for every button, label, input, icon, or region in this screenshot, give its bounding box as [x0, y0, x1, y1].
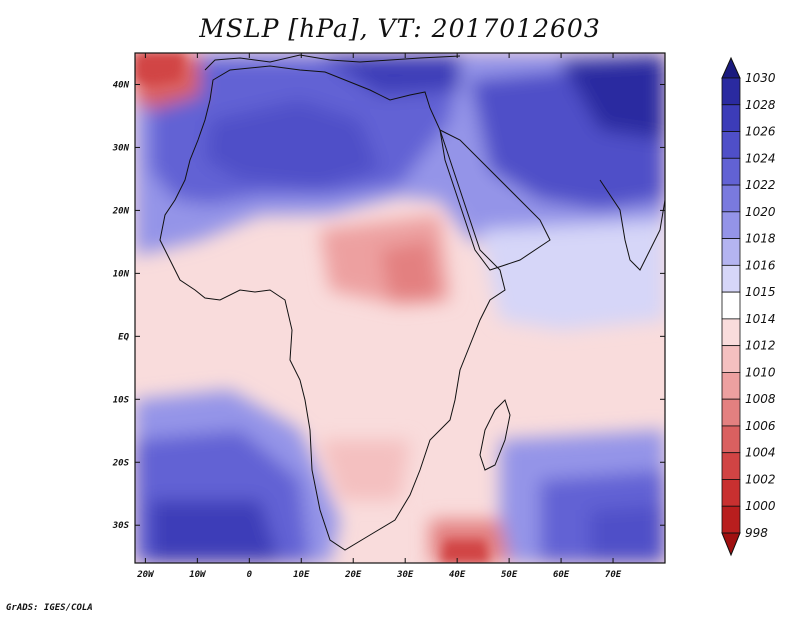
- lat-label: 40N: [113, 80, 130, 90]
- lon-label: 30E: [396, 570, 414, 580]
- lat-label: 20S: [112, 458, 130, 468]
- colorbar-label: 1018: [745, 232, 776, 246]
- pressure-regions: [135, 53, 665, 563]
- colorbar-label: 1014: [745, 312, 776, 326]
- colorbar-label: 1000: [745, 499, 776, 513]
- colorbar-label: 1004: [745, 446, 776, 460]
- lon-label: 40E: [449, 570, 466, 580]
- lon-label: 50E: [501, 570, 518, 580]
- latitude-axis: 40N 30N 20N 10N EQ 10S 20S 30S: [112, 80, 665, 531]
- colorbar-swatch: [721, 238, 741, 266]
- colorbar-swatch: [721, 211, 741, 239]
- lat-label: EQ: [118, 332, 129, 342]
- lat-label: 20N: [112, 206, 130, 216]
- colorbar-swatch: [721, 77, 741, 106]
- arabia-coast: [439, 129, 551, 271]
- colorbar-label: 1002: [745, 472, 776, 486]
- colorbar-label: 1030: [745, 71, 776, 85]
- madagascar-coast: [479, 399, 511, 471]
- colorbar-label: 998: [745, 526, 768, 540]
- map-title: MSLP [hPa], VT: 2017012603: [199, 14, 601, 43]
- lat-label: 10S: [113, 395, 130, 405]
- atlantic-low-core: [135, 53, 185, 85]
- colorbar-label: 1020: [745, 205, 776, 219]
- colorbar-label: 1012: [745, 339, 776, 353]
- colorbar-label: 1016: [745, 258, 776, 272]
- africa-coast: [159, 65, 506, 551]
- colorbar-swatch: [721, 345, 741, 373]
- colorbar-swatch: [721, 104, 741, 132]
- saharan-high-core: [205, 100, 380, 188]
- lon-label: 60E: [553, 570, 570, 580]
- colorbar-swatch: [721, 264, 741, 293]
- colorbar-swatch: [721, 184, 741, 213]
- colorbar-swatch: [721, 157, 741, 186]
- colorbar-swatch: [721, 452, 741, 480]
- colorbar-label: 1006: [745, 419, 776, 433]
- grads-credit: GrADS: IGES/COLA: [6, 603, 93, 613]
- europe-coast: [204, 54, 461, 71]
- lon-label: 0: [247, 570, 253, 580]
- colorbar-swatch: [721, 505, 741, 534]
- indian-ocean-band: [480, 220, 665, 330]
- colorbar-swatch: [721, 318, 741, 347]
- colorbar-label: 1010: [745, 365, 776, 379]
- south-african-low: [320, 440, 410, 500]
- lat-label: 30S: [112, 521, 130, 531]
- lon-label: 70E: [605, 570, 622, 580]
- lat-label: 30N: [112, 143, 130, 153]
- longitude-axis: 20W 10W 0 10E 20E 30E 40E 50E 60E 70E: [136, 53, 622, 580]
- sudan-low-core: [380, 240, 440, 300]
- colorbar-label: 1024: [745, 151, 776, 165]
- colorbar-label: 1022: [745, 178, 776, 192]
- europe-high: [320, 55, 460, 95]
- colorbar-swatch: [721, 398, 741, 427]
- lat-label: 10N: [113, 269, 130, 279]
- colorbar-swatch: [721, 131, 741, 159]
- pressure-field: [135, 53, 665, 563]
- lon-label: 10W: [189, 570, 207, 580]
- coastlines: [159, 54, 665, 551]
- colorbar-swatch: [721, 425, 741, 454]
- lon-label: 20E: [344, 570, 362, 580]
- lon-label: 10E: [293, 570, 310, 580]
- mozambique-low-core: [440, 540, 490, 563]
- colorbar-label: 1026: [745, 125, 776, 139]
- colorbar-bottom-arrow: [721, 532, 741, 557]
- colorbar-label: 1015: [745, 285, 776, 299]
- asia-high-core: [560, 55, 665, 140]
- colorbar-swatch: [721, 372, 741, 400]
- lon-label: 20W: [136, 570, 155, 580]
- india-coast: [599, 179, 665, 271]
- colorbar-top-arrow: [721, 56, 741, 79]
- indian-high-core: [590, 505, 665, 563]
- plot-frame: [134, 52, 666, 564]
- south-atlantic-high-core: [150, 500, 280, 563]
- colorbar: 1030 1028 1026 1024 1022 1020 1018 1016 1015 1014…: [721, 56, 776, 557]
- colorbar-label: 1028: [745, 98, 776, 112]
- colorbar-swatch: [721, 479, 741, 507]
- colorbar-label: 1008: [745, 392, 776, 406]
- colorbar-swatch: [721, 291, 741, 320]
